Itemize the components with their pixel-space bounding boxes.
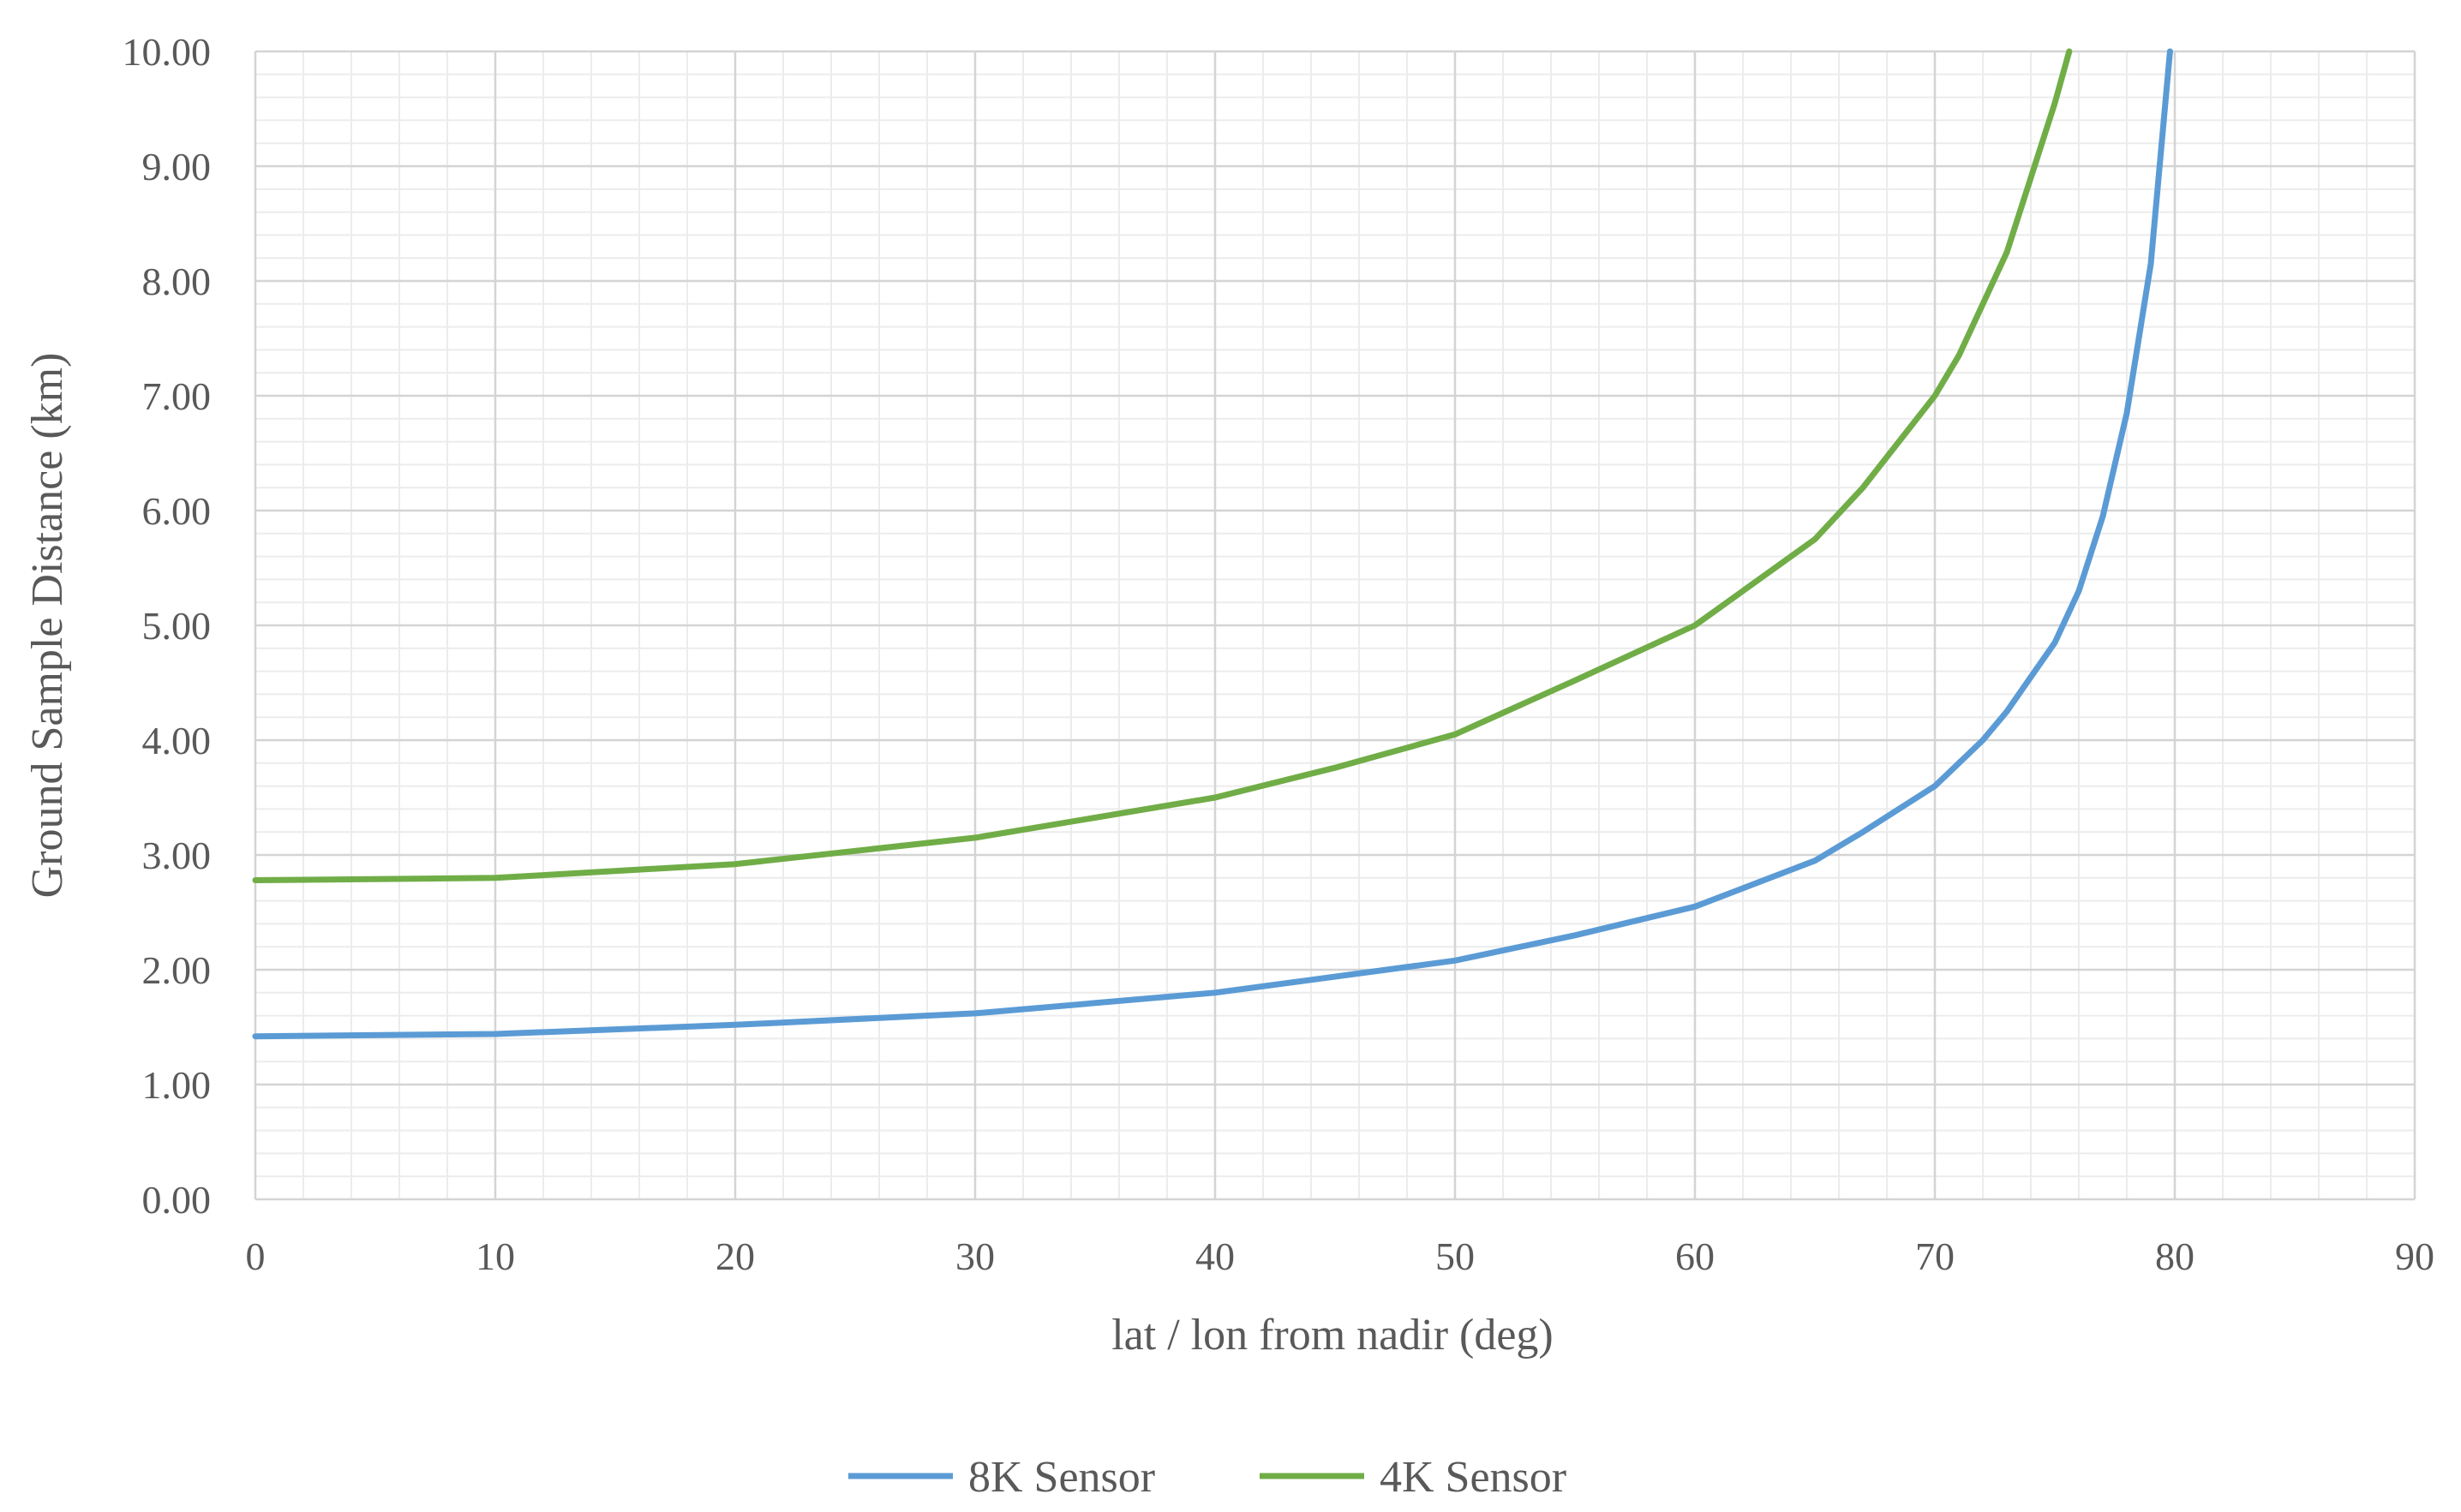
x-tick-label: 80 [2155,1234,2195,1278]
y-tick-label: 4.00 [142,719,212,762]
y-tick-label: 3.00 [142,834,212,877]
x-tick-label: 20 [716,1234,755,1278]
x-tick-label: 40 [1195,1234,1235,1278]
y-tick-label: 10.00 [123,30,212,74]
major-gridlines [254,50,2416,1201]
y-axis-title: Ground Sample Distance (km) [23,353,72,899]
y-tick-label: 0.00 [142,1178,212,1222]
x-axis-title: lat / lon from nadir (deg) [1111,1311,1554,1360]
y-tick-label: 8.00 [142,260,212,303]
x-tick-label: 0 [246,1234,266,1278]
y-tick-label: 5.00 [142,604,212,648]
y-tick-label: 6.00 [142,489,212,533]
y-tick-label: 9.00 [142,145,212,188]
y-tick-label: 7.00 [142,374,212,418]
x-tick-label: 50 [1435,1234,1475,1278]
y-tick-label: 1.00 [142,1063,212,1107]
x-tick-label: 90 [2395,1234,2434,1278]
legend: 8K Sensor 4K Sensor [848,1453,1566,1502]
series-lines [252,48,2173,1040]
x-tick-label: 30 [955,1234,995,1278]
y-axis-tick-labels: 0.00 1.00 2.00 3.00 4.00 5.00 6.00 7.00 8.00 9.00… [123,30,212,1222]
series-line [252,48,2173,1040]
y-tick-label: 2.00 [142,948,212,992]
x-axis-tick-labels: 0 10 20 30 40 50 60 70 80 90 [246,1234,2435,1278]
x-tick-label: 70 [1915,1234,1955,1278]
legend-label: 8K Sensor [968,1453,1155,1502]
x-tick-label: 10 [476,1234,515,1278]
series-line [252,48,2073,883]
x-tick-label: 60 [1675,1234,1715,1278]
legend-label: 4K Sensor [1380,1453,1566,1502]
